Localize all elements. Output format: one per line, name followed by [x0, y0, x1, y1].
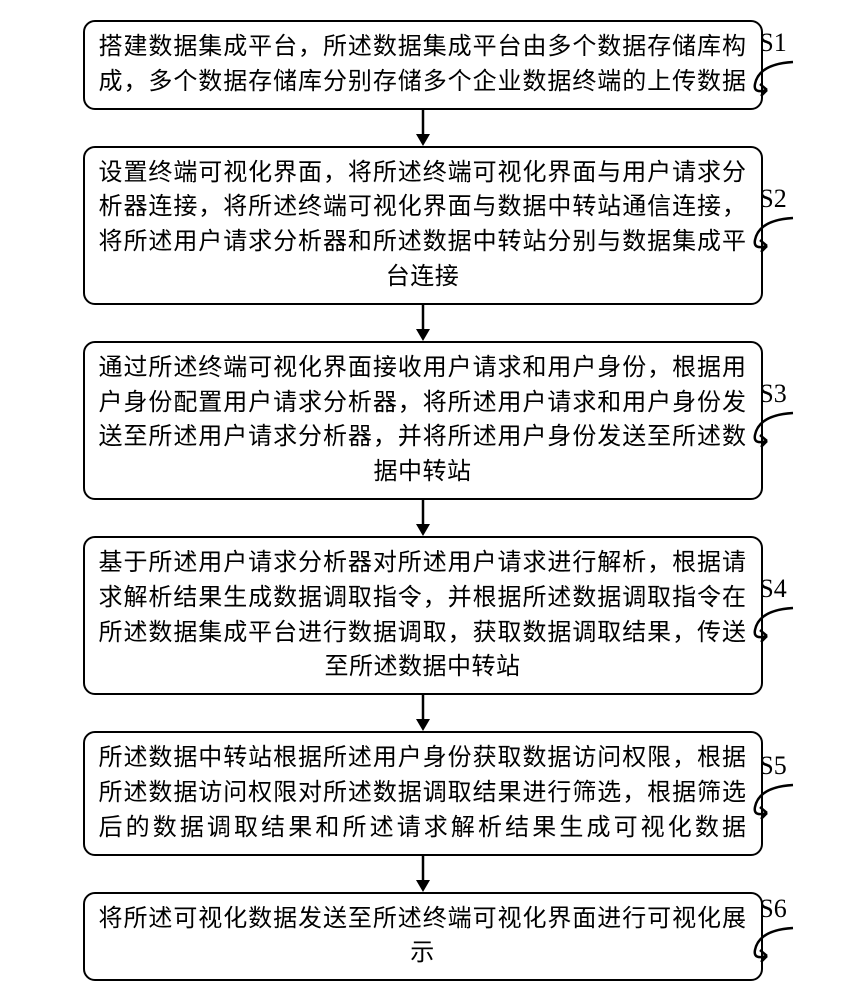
step-wrapper-s5: 所述数据中转站根据所述用户身份获取数据访问权限，根据所述数据访问权限对所述数据调… [0, 731, 845, 855]
step-box-s2: 设置终端可视化界面，将所述终端可视化界面与用户请求分析器连接，将所述终端可视化界… [83, 146, 763, 305]
step-box-s1: 搭建数据集成平台，所述数据集成平台由多个数据存储库构成，多个数据存储库分别存储多… [83, 20, 763, 110]
step-wrapper-s6: 将所述可视化数据发送至所述终端可视化界面进行可视化展 示 S6 [0, 892, 845, 982]
step-box-s4: 基于所述用户请求分析器对所述用户请求进行解析，根据请求解析结果生成数据调取指令，… [83, 536, 763, 695]
step-label-text-s4: S4 [759, 574, 786, 604]
step-text-tail-s2: 台连接 [99, 260, 747, 295]
step-label-s2: S2 [749, 184, 797, 252]
curved-arrow-icon [749, 606, 797, 642]
step-label-s1: S1 [749, 28, 797, 96]
step-text-s1: 搭建数据集成平台，所述数据集成平台由多个数据存储库构成，多个数据存储库分别存储多… [99, 34, 747, 95]
step-text-s3: 通过所述终端可视化界面接收用户请求和用户身份，根据用户身份配置用户请求分析器，将… [99, 355, 747, 451]
step-text-s2: 设置终端可视化界面，将所述终端可视化界面与用户请求分析器连接，将所述终端可视化界… [99, 160, 747, 256]
step-wrapper-s2: 设置终端可视化界面，将所述终端可视化界面与用户请求分析器连接，将所述终端可视化界… [0, 146, 845, 305]
step-text-tail-s3: 据中转站 [99, 455, 747, 490]
step-box-s6: 将所述可视化数据发送至所述终端可视化界面进行可视化展 示 [83, 892, 763, 982]
curved-arrow-icon [749, 783, 797, 819]
step-wrapper-s3: 通过所述终端可视化界面接收用户请求和用户身份，根据用户身份配置用户请求分析器，将… [0, 341, 845, 500]
step-label-text-s5: S5 [759, 751, 786, 781]
flowchart-container: 搭建数据集成平台，所述数据集成平台由多个数据存储库构成，多个数据存储库分别存储多… [0, 20, 845, 981]
step-text-tail-s6: 示 [99, 936, 747, 971]
connector-arrow [413, 500, 433, 536]
connector-arrow [413, 305, 433, 341]
curved-arrow-icon [749, 926, 797, 962]
connector-arrow [413, 856, 433, 892]
step-label-s6: S6 [749, 894, 797, 962]
step-label-text-s1: S1 [759, 28, 786, 58]
step-box-s3: 通过所述终端可视化界面接收用户请求和用户身份，根据用户身份配置用户请求分析器，将… [83, 341, 763, 500]
step-label-s3: S3 [749, 379, 797, 447]
step-wrapper-s4: 基于所述用户请求分析器对所述用户请求进行解析，根据请求解析结果生成数据调取指令，… [0, 536, 845, 695]
step-label-text-s6: S6 [759, 894, 786, 924]
step-text-tail-s4: 至所述数据中转站 [99, 650, 747, 685]
connector-arrow [413, 695, 433, 731]
step-label-text-s3: S3 [759, 379, 786, 409]
step-text-s4: 基于所述用户请求分析器对所述用户请求进行解析，根据请求解析结果生成数据调取指令，… [99, 550, 747, 646]
step-label-text-s2: S2 [759, 184, 786, 214]
curved-arrow-icon [749, 216, 797, 252]
connector-arrow [413, 110, 433, 146]
step-wrapper-s1: 搭建数据集成平台，所述数据集成平台由多个数据存储库构成，多个数据存储库分别存储多… [0, 20, 845, 110]
step-label-s5: S5 [749, 751, 797, 819]
curved-arrow-icon [749, 60, 797, 96]
step-box-s5: 所述数据中转站根据所述用户身份获取数据访问权限，根据所述数据访问权限对所述数据调… [83, 731, 763, 855]
step-label-s4: S4 [749, 574, 797, 642]
step-text-s5: 所述数据中转站根据所述用户身份获取数据访问权限，根据所述数据访问权限对所述数据调… [99, 745, 747, 841]
curved-arrow-icon [749, 411, 797, 447]
step-text-s6: 将所述可视化数据发送至所述终端可视化界面进行可视化展 [99, 906, 747, 932]
